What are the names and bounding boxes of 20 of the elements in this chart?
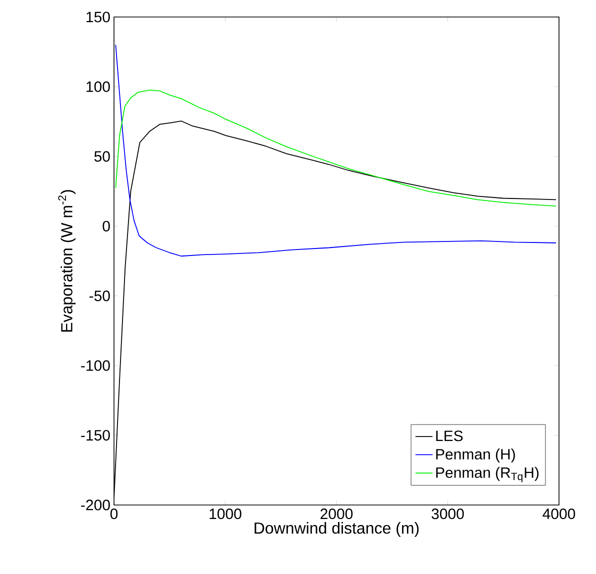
x-tick-label: 0 <box>110 508 118 520</box>
x-tick-label: 1000 <box>210 508 242 520</box>
line-series <box>115 44 556 257</box>
legend-label: LES <box>436 430 463 442</box>
x-tick-label: 3000 <box>432 508 464 520</box>
y-tick-label: 150 <box>86 12 110 22</box>
y-tick-label: -100 <box>81 360 110 371</box>
y-tick-label: -200 <box>81 500 110 510</box>
x-axis-title: Downwind distance (m) <box>254 522 419 537</box>
y-tick-label: 0 <box>102 220 110 232</box>
y-tick-label: -50 <box>89 290 110 302</box>
y-tick-label: -150 <box>81 430 110 441</box>
y-axis-title: Evaporation (W m$^{-2}$) <box>58 190 76 332</box>
y-tick-label: 100 <box>86 81 110 92</box>
y-tick-label: 50 <box>94 151 110 162</box>
x-tick-label: 4000 <box>542 508 576 520</box>
line-series <box>115 90 556 207</box>
x-tick-label: 2000 <box>320 508 353 520</box>
legend-label: Penman (R$_{Tq}$H) <box>436 466 539 482</box>
legend-label: Penman (H) <box>436 448 515 463</box>
